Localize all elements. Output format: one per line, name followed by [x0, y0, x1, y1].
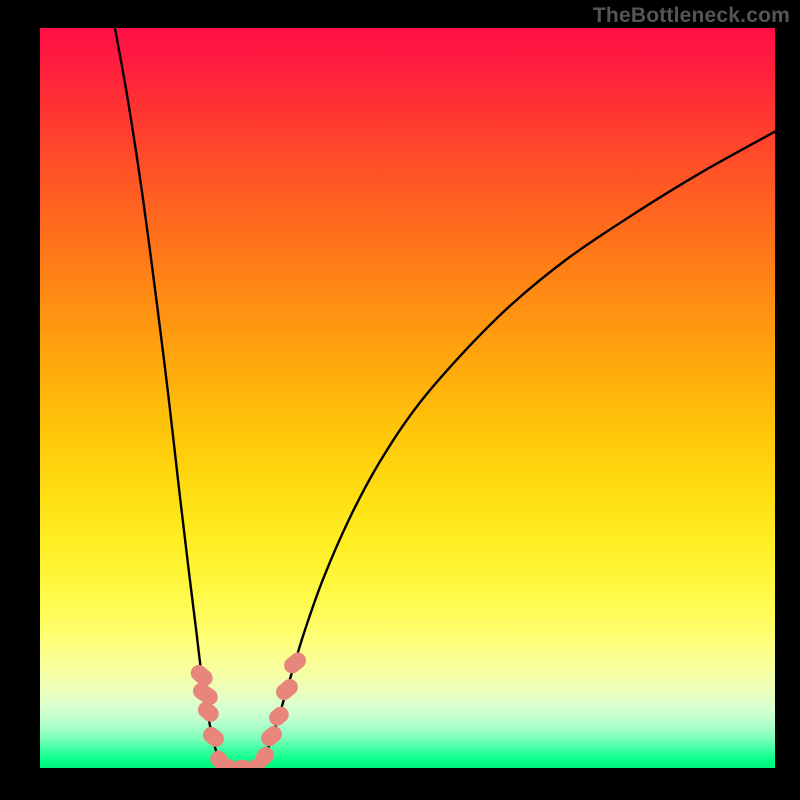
- chart-background: [40, 28, 775, 768]
- marker-cluster-bottom: [219, 759, 265, 768]
- plot-area: [40, 28, 775, 768]
- watermark-text: TheBottleneck.com: [593, 4, 790, 28]
- figure-root: TheBottleneck.com: [0, 0, 800, 800]
- chart-svg: [40, 28, 775, 768]
